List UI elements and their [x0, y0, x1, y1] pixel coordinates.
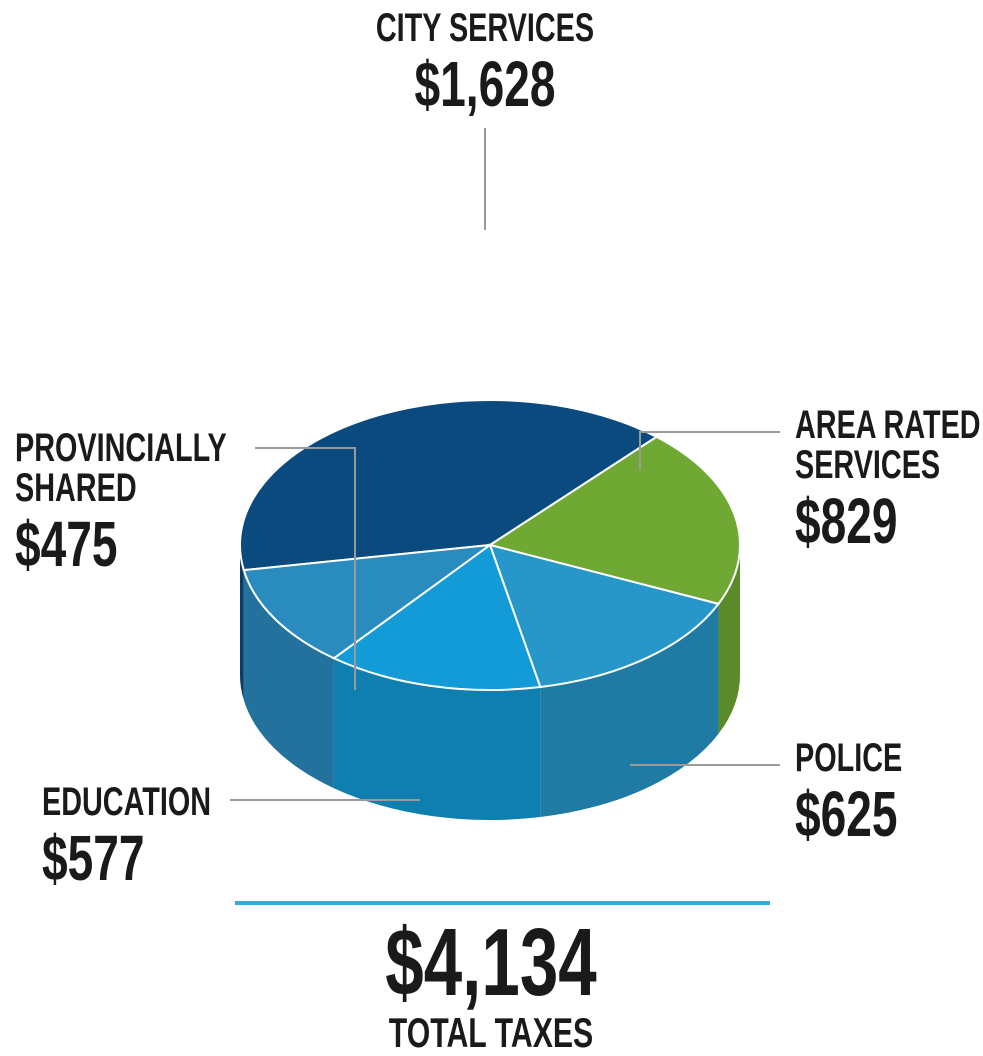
category-label: POLICE — [795, 736, 903, 780]
slice-label: PROVINCIALLY SHARED $475 — [15, 428, 231, 576]
value-label: $475 — [15, 508, 118, 580]
value-label: $829 — [795, 485, 898, 557]
category-label: EDUCATION — [42, 780, 212, 824]
category-label: CITY SERVICES — [375, 6, 595, 50]
slice-label: CITY SERVICES $1,628 — [341, 8, 629, 116]
slice — [487, 435, 741, 606]
slice — [242, 543, 494, 660]
slice-side — [540, 603, 719, 818]
value-label: $625 — [795, 778, 898, 850]
slice-side — [718, 545, 740, 734]
leader-line — [639, 431, 780, 470]
slice — [239, 399, 659, 572]
leader-line — [255, 447, 356, 690]
slice — [331, 543, 542, 691]
slice-label: POLICE $625 — [795, 738, 983, 846]
value-label: $577 — [42, 822, 145, 894]
category-label: PROVINCIALLY SHARED — [15, 426, 227, 510]
total-caption: TOTAL TAXES — [388, 1009, 594, 1056]
value-label: $1,628 — [414, 48, 556, 120]
slice-side — [333, 658, 541, 820]
slice-side — [243, 570, 334, 789]
slice-label: AREA RATED SERVICES $829 — [795, 405, 983, 553]
total-value: $4,134 — [385, 909, 597, 1016]
category-label: AREA RATED SERVICES — [795, 403, 981, 487]
slice-label: EDUCATION $577 — [42, 782, 258, 890]
slice-side — [240, 545, 244, 701]
slice — [488, 543, 721, 689]
